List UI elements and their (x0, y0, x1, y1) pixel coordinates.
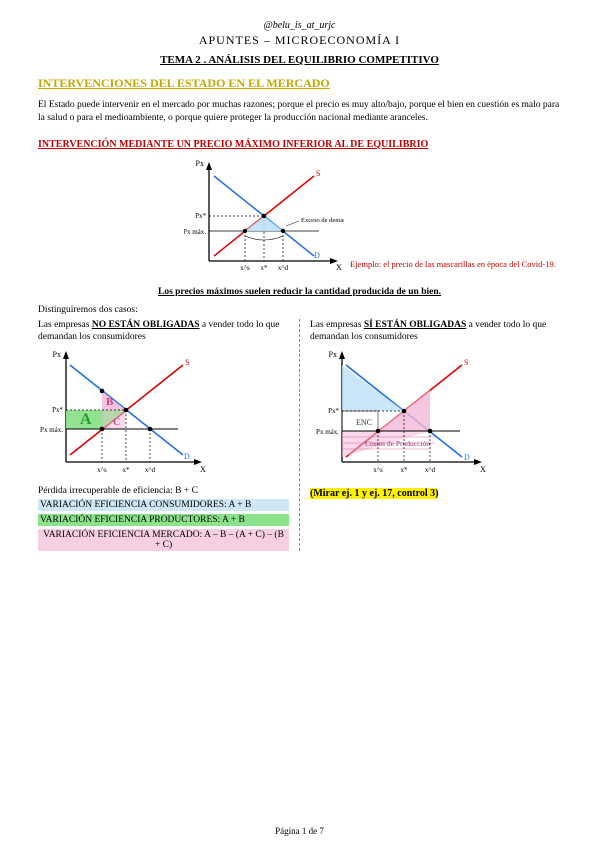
left-head-bold: NO ESTÁN OBLIGADAS (92, 320, 200, 330)
handle: @belu_is_at_urjc (38, 20, 561, 31)
chart1-xlabel: X (336, 263, 342, 272)
svg-text:Costes de Producción: Costes de Producción (365, 439, 430, 448)
svg-text:Px*: Px* (52, 406, 63, 414)
tema-title: TEMA 2 . ANÁLISIS DEL EQUILIBRIO COMPETI… (38, 54, 561, 66)
chart1-xe: x* (261, 264, 269, 272)
chart1-s: S (316, 169, 320, 178)
svg-text:S: S (185, 358, 189, 367)
svg-text:D: D (184, 452, 190, 461)
svg-text:x^d: x^d (145, 466, 156, 474)
right-mirar-wrap: (Mirar ej. 1 y ej. 17, control 3) (310, 488, 561, 499)
svg-text:x*: x* (401, 466, 409, 474)
col-divider (299, 319, 300, 552)
left-head-pre: Las empresas (38, 320, 92, 330)
section-title: INTERVENCIONES DEL ESTADO EN EL MERCADO (38, 76, 561, 91)
chart1-d: D (314, 251, 320, 260)
chart1-excess: Exceso de demanda (301, 217, 344, 224)
right-mirar: (Mirar ej. 1 y ej. 17, control 3) (310, 488, 438, 499)
svg-text:x^s: x^s (373, 466, 383, 474)
case-left: Las empresas NO ESTÁN OBLIGADAS a vender… (38, 319, 289, 552)
svg-text:A: A (80, 411, 92, 428)
chart1-pxstar: Px* (195, 212, 206, 220)
svg-text:Px: Px (329, 350, 337, 359)
left-line1: VARIACIÓN EFICIENCIA CONSUMIDORES: A + B (38, 499, 289, 511)
svg-text:C: C (113, 417, 120, 428)
chart1-xd: x^d (278, 264, 289, 272)
case-right: Las empresas SÍ ESTÁN OBLIGADAS a vender… (310, 319, 561, 552)
svg-text:X: X (200, 465, 206, 474)
svg-text:B: B (106, 396, 114, 408)
right-head: Las empresas SÍ ESTÁN OBLIGADAS a vender… (310, 319, 561, 344)
subsection-title: INTERVENCIÓN MEDIANTE UN PRECIO MÁXIMO I… (38, 139, 561, 150)
svg-text:Px máx.: Px máx. (316, 428, 339, 436)
left-line2: VARIACIÓN EFICIENCIA PRODUCTORES: A + B (38, 514, 289, 526)
chart1: Px X S D Px* Px máx. x^s x* x^d Exceso d… (184, 156, 344, 281)
left-loss: Pérdida irrecuperable de eficiencia: B +… (38, 486, 289, 496)
chart1-ylabel: Px (196, 159, 204, 168)
chart1-row: Px X S D Px* Px máx. x^s x* x^d Exceso d… (38, 156, 561, 281)
svg-text:S: S (464, 358, 468, 367)
two-cases: Las empresas NO ESTÁN OBLIGADAS a vender… (38, 319, 561, 552)
svg-text:Px máx.: Px máx. (40, 426, 63, 434)
right-head-bold: SÍ ESTÁN OBLIGADAS (364, 320, 466, 330)
left-line3: VARIACIÓN EFICIENCIA MERCADO: A – B – (A… (38, 529, 289, 551)
chart-left: Px X D S (38, 347, 208, 482)
dist-line: Distinguiremos dos casos: (38, 305, 561, 315)
svg-text:x*: x* (123, 466, 131, 474)
chart-right: Px X D S (310, 347, 490, 482)
svg-text:Px*: Px* (328, 407, 339, 415)
right-head-pre: Las empresas (310, 320, 364, 330)
page-footer: Página 1 de 7 (0, 826, 599, 836)
ejemplo: Ejemplo: el precio de las mascarillas en… (350, 259, 556, 269)
svg-text:x^s: x^s (97, 466, 107, 474)
svg-text:x^d: x^d (425, 466, 436, 474)
left-head: Las empresas NO ESTÁN OBLIGADAS a vender… (38, 319, 289, 344)
svg-text:ENC: ENC (356, 418, 372, 427)
doc-title: APUNTES – MICROECONOMÍA I (38, 33, 561, 48)
svg-text:Px: Px (53, 350, 61, 359)
bold-line: Los precios máximos suelen reducir la ca… (38, 287, 561, 297)
chart1-pxmax: Px máx. (184, 228, 206, 236)
chart1-xs: x^s (240, 264, 250, 272)
intro-paragraph: El Estado puede intervenir en el mercado… (38, 99, 561, 125)
svg-text:D: D (464, 453, 470, 462)
svg-text:X: X (480, 465, 486, 474)
